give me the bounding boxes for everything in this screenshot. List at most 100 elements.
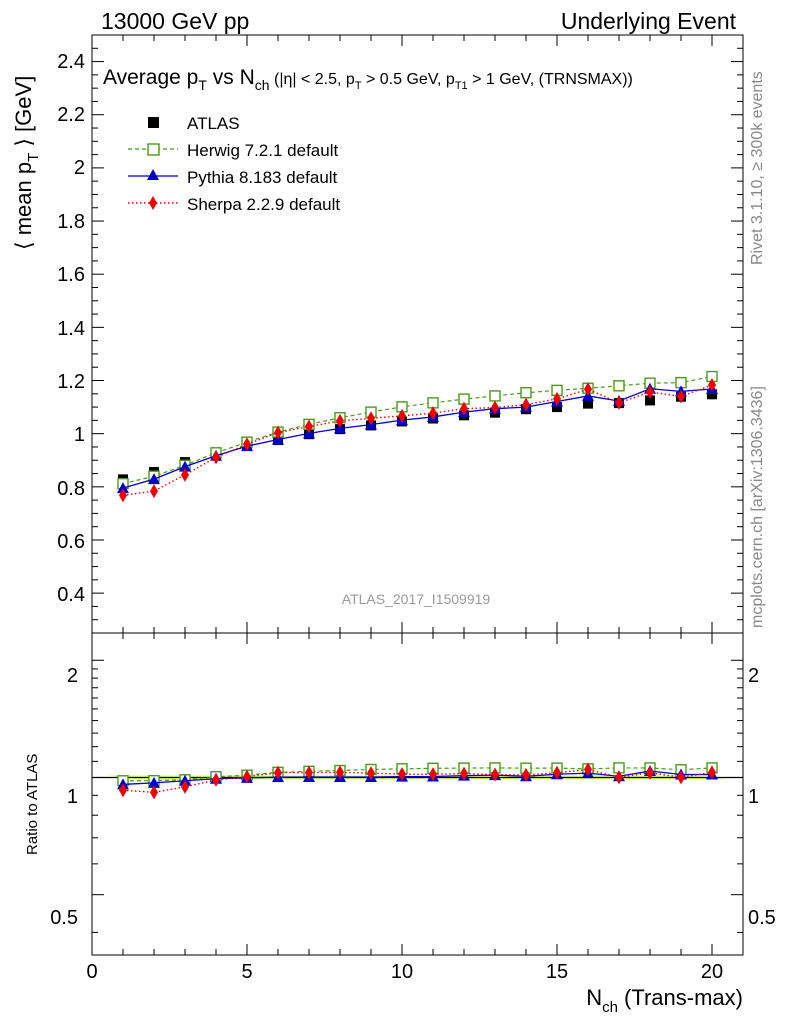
herwig-line <box>122 375 713 485</box>
legend-atlas-label: ATLAS <box>187 114 240 133</box>
atlas-point <box>645 395 655 406</box>
sherpa-ratio-point <box>181 779 189 794</box>
sherpa-ratio-point <box>367 766 375 781</box>
herwig-point <box>489 390 501 402</box>
herwig-point <box>613 380 625 392</box>
pythia-line <box>122 388 713 489</box>
x-tick-label: 5 <box>241 961 252 983</box>
sherpa-ratio-point <box>398 767 406 782</box>
title-sub: T <box>355 80 362 92</box>
atlas-point <box>552 402 562 413</box>
sherpa-point <box>305 419 313 434</box>
pythia-ratio-point <box>148 776 160 788</box>
pythia-point <box>179 460 191 472</box>
sherpa-ratio-point <box>677 770 685 785</box>
title-sub: ch <box>255 77 270 93</box>
ratio-data-layer <box>92 762 743 800</box>
pythia-point <box>117 482 129 494</box>
sherpa-ratio-point <box>522 767 530 782</box>
title-cuts: > 1 GeV, (TRNSMAX)) <box>468 71 633 88</box>
legend-atlas-marker <box>148 117 159 128</box>
sherpa-point <box>708 378 716 393</box>
ratio-tick-label-right: 2 <box>748 665 759 687</box>
legend-pythia: Pythia 8.183 default <box>128 168 338 187</box>
atlas-point <box>583 398 593 409</box>
y-tick-label: 2.4 <box>57 51 85 73</box>
sherpa-point <box>522 397 530 412</box>
y-tick-label: 1.8 <box>57 211 85 233</box>
sherpa-line <box>122 384 713 497</box>
sherpa-ratio-point <box>646 765 654 780</box>
x-tick-labels: 0 5 10 15 20 <box>86 961 723 983</box>
legend-herwig-marker <box>147 143 160 156</box>
y-tick-label: 1.4 <box>57 318 85 340</box>
title-sub: T <box>198 77 207 93</box>
herwig-point <box>520 387 532 399</box>
legend-sherpa-marker <box>149 196 157 210</box>
sherpa-point <box>336 413 344 428</box>
atlas-point <box>707 389 717 400</box>
ratio-tick-label-left: 0.5 <box>50 907 78 929</box>
sherpa-ratio-point <box>708 765 716 780</box>
sherpa-ratio-line <box>122 768 713 794</box>
sherpa-point <box>584 382 592 397</box>
x-tick-label: 20 <box>701 961 723 983</box>
sherpa-point <box>119 488 127 503</box>
title-cuts: > 0.5 GeV, p <box>362 71 455 88</box>
sherpa-point <box>460 401 468 416</box>
legend-pythia-label: Pythia 8.183 default <box>187 168 338 187</box>
y-tick-label: 0.4 <box>57 584 85 606</box>
title-part: Average p <box>103 66 198 89</box>
x-axis-title-sub: ch <box>602 999 618 1016</box>
legend: ATLAS Herwig 7.2.1 default Pythia 8.183 … <box>128 114 340 214</box>
y-axis-title: ⟨ mean pT ⟩ [GeV] <box>11 76 42 250</box>
ratio-tick-label-right: 0.5 <box>748 907 776 929</box>
ratio-tick-label-left: 2 <box>67 665 78 687</box>
sherpa-ratio-point <box>119 783 127 798</box>
main-data-layer <box>117 370 718 503</box>
sherpa-ratio-point <box>491 767 499 782</box>
y-axis-title-sub: T <box>25 153 42 162</box>
y-tick-labels: 0.4 0.6 0.8 1 1.2 1.4 1.6 1.8 2 2.2 2.4 <box>57 51 85 606</box>
axis-ticks <box>91 35 744 955</box>
sherpa-point <box>367 411 375 426</box>
pythia-point <box>148 473 160 485</box>
sherpa-ratio-point <box>212 772 220 787</box>
sherpa-point <box>615 395 623 410</box>
y-tick-label: 2.2 <box>57 104 85 126</box>
y-tick-label: 2 <box>74 157 85 179</box>
sherpa-point <box>553 391 561 406</box>
sherpa-point <box>243 437 251 452</box>
header-right: Underlying Event <box>561 8 737 34</box>
analysis-watermark: ATLAS_2017_I1509919 <box>342 591 491 607</box>
sherpa-ratio-point <box>336 765 344 780</box>
ratio-frame <box>91 632 744 956</box>
legend-herwig: Herwig 7.2.1 default <box>128 141 338 160</box>
legend-atlas: ATLAS <box>148 114 240 133</box>
sherpa-ratio-point <box>150 785 158 800</box>
y-tick-label: 1.6 <box>57 264 85 286</box>
sherpa-ratio-point <box>243 769 251 784</box>
pythia-ratio-line <box>122 770 713 786</box>
sherpa-point <box>677 389 685 404</box>
sherpa-point <box>429 406 437 421</box>
y-axis-title-main: ⟨ mean p <box>11 162 36 250</box>
ratio-tick-labels: 0.5 1 2 0.5 1 2 <box>50 665 776 929</box>
sherpa-ratio-point <box>305 765 313 780</box>
ratio-tick-label-right: 1 <box>748 786 759 808</box>
sherpa-point <box>181 467 189 482</box>
plot-title: Average pT vs Nch (|η| < 2.5, pT > 0.5 G… <box>103 66 633 93</box>
title-part: vs N <box>207 66 255 89</box>
y-tick-label: 1.2 <box>57 371 85 393</box>
legend-sherpa: Sherpa 2.2.9 default <box>128 195 340 214</box>
x-axis-title-main: N <box>586 985 602 1010</box>
y-axis-title-unit: ⟩ [GeV] <box>11 76 36 153</box>
sherpa-point <box>212 450 220 465</box>
sherpa-ratio-point <box>584 762 592 777</box>
sherpa-ratio-point <box>460 766 468 781</box>
x-tick-label: 15 <box>546 961 568 983</box>
header-left: 13000 GeV pp <box>101 8 249 34</box>
title-cuts: (|η| < 2.5, p <box>270 71 355 88</box>
legend-pythia-marker <box>147 169 159 180</box>
y-tick-label: 0.6 <box>57 531 85 553</box>
